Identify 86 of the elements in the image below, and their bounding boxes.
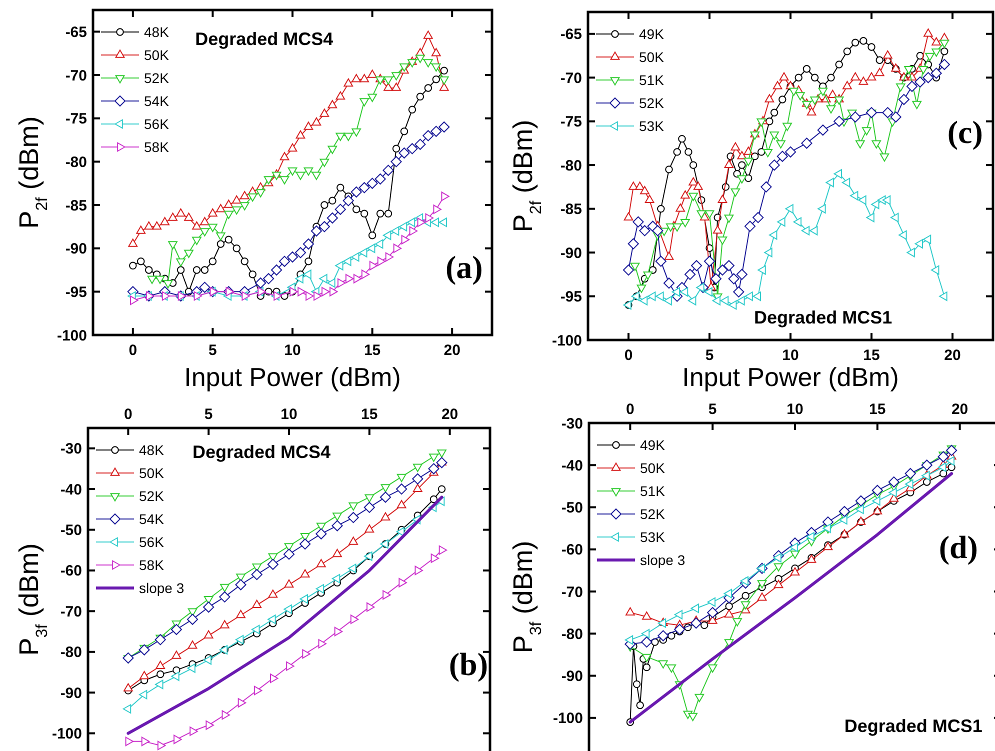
legend-label: 48K: [139, 442, 165, 458]
y-tick-label: -40: [561, 457, 583, 474]
y-tick-label: -80: [561, 626, 583, 643]
x-tick-label: 0: [128, 342, 138, 359]
annotation: (c): [947, 114, 983, 150]
legend-label: 50K: [639, 48, 665, 65]
legend-label: 53K: [640, 528, 666, 545]
y-tick-label: -95: [65, 284, 87, 301]
x-tick-label: 15: [364, 342, 381, 359]
annotation: Degraded MCS4: [195, 29, 334, 50]
x-tick-label: 0: [626, 401, 634, 418]
legend-label: 49K: [639, 26, 665, 42]
annotation: (b): [448, 646, 488, 682]
x-tick-label: 15: [361, 406, 378, 423]
annotation: Degraded MCS4: [192, 442, 331, 462]
y-tick-label: -90: [60, 684, 82, 702]
annotation: Degraded MCS1: [844, 716, 982, 736]
y-tick-label: -85: [65, 197, 87, 214]
x-tick-label: 5: [208, 342, 217, 359]
y-tick-label: -75: [65, 110, 87, 128]
legend-label: slope 3: [139, 580, 184, 596]
x-tick-label: 0: [124, 406, 132, 423]
legend-label: 52K: [139, 488, 165, 504]
y-tick-label: -70: [561, 584, 583, 601]
y-tick-label: -80: [560, 157, 582, 174]
y-tick-label: -90: [65, 240, 87, 258]
y-tick-label: -30: [60, 440, 82, 458]
y-tick-label: -50: [561, 500, 583, 516]
y-tick-label: -90: [561, 668, 583, 685]
x-axis-title: Input Power (dBm): [682, 362, 899, 392]
y-tick-label: -80: [60, 644, 82, 662]
annotation: Degraded MCS1: [754, 308, 892, 328]
legend-label: 54K: [144, 92, 170, 109]
x-tick-label: 0: [624, 347, 633, 364]
y-tick-label: -100: [552, 332, 582, 350]
y-tick-label: -50: [60, 522, 82, 540]
legend-label: 51K: [639, 72, 665, 88]
y-tick-label: -80: [65, 154, 87, 171]
legend-label: 52K: [640, 506, 666, 522]
y-tick-label: -30: [561, 415, 583, 432]
y-tick-label: -100: [52, 726, 82, 743]
y-tick-label: -65: [65, 24, 87, 41]
y-tick-label: -75: [560, 114, 582, 131]
x-tick-label: 10: [280, 406, 298, 423]
legend-label: 58K: [144, 138, 170, 155]
x-tick-label: 20: [444, 342, 460, 359]
x-tick-label: 5: [708, 401, 717, 418]
legend-label: 50K: [144, 46, 170, 63]
y-tick-label: -65: [560, 26, 582, 44]
y-tick-label: -95: [560, 288, 582, 306]
legend-label: slope 3: [640, 552, 686, 568]
legend-label: 56K: [144, 116, 170, 132]
y-tick-label: -60: [60, 562, 82, 580]
x-tick-label: 15: [869, 401, 886, 418]
annotation: (d): [938, 528, 978, 565]
x-tick-label: 15: [863, 347, 880, 364]
x-tick-label: 10: [786, 401, 804, 418]
legend-label: 52K: [144, 70, 170, 86]
legend-label: 52K: [639, 94, 665, 111]
y-tick-label: -85: [560, 201, 582, 218]
legend-label: 51K: [640, 482, 666, 499]
x-tick-label: 20: [951, 401, 968, 418]
legend-label: 58K: [139, 556, 165, 573]
legend-label: 48K: [144, 24, 170, 40]
y-tick-label: -70: [560, 70, 582, 87]
x-tick-label: 20: [441, 406, 458, 423]
legend-label: 50K: [640, 460, 666, 476]
legend-label: 56K: [139, 534, 165, 550]
x-axis-title: Input Power (dBm): [184, 362, 401, 392]
y-tick-label: -70: [65, 67, 87, 84]
y-tick-label: -100: [56, 327, 87, 344]
x-tick-label: 20: [944, 347, 961, 364]
y-tick-label: -40: [60, 481, 82, 498]
x-tick-label: 10: [782, 347, 799, 364]
legend-label: 49K: [640, 436, 666, 453]
legend-label: 54K: [139, 510, 165, 527]
y-tick-label: -90: [560, 244, 582, 262]
x-tick-label: 10: [284, 342, 301, 359]
x-tick-label: 5: [204, 406, 213, 423]
x-tick-label: 5: [705, 347, 714, 364]
annotation: (a): [446, 249, 483, 286]
y-tick-label: -60: [561, 542, 583, 559]
y-tick-label: -70: [60, 603, 82, 620]
legend-label: 53K: [639, 118, 665, 134]
y-tick-label: -100: [552, 710, 583, 728]
legend-label: 50K: [139, 464, 165, 481]
